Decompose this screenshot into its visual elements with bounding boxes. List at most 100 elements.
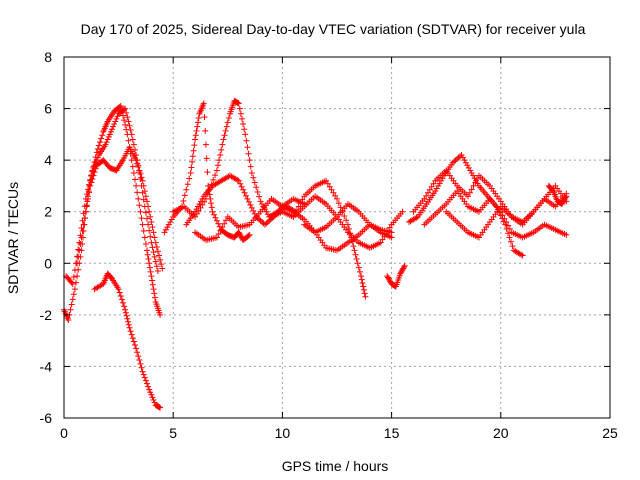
data-point — [266, 217, 273, 224]
data-point — [145, 383, 152, 390]
data-point — [356, 268, 363, 275]
data-point — [471, 175, 478, 182]
data-point — [400, 265, 407, 272]
data-point — [136, 202, 143, 209]
data-point — [150, 249, 157, 256]
data-point — [130, 338, 137, 345]
data-point — [212, 172, 219, 179]
data-point — [216, 157, 223, 164]
data-point — [362, 293, 369, 300]
data-point — [157, 404, 164, 411]
data-point — [151, 234, 158, 241]
data-point — [154, 248, 161, 255]
data-point — [121, 303, 128, 310]
data-point — [161, 229, 168, 236]
data-point — [202, 141, 209, 148]
data-point — [560, 198, 567, 205]
data-point — [462, 159, 469, 166]
data-point — [215, 220, 222, 227]
data-point — [113, 115, 120, 122]
data-point — [332, 192, 339, 199]
data-point — [76, 239, 83, 246]
data-point — [299, 196, 306, 203]
data-point — [78, 234, 85, 241]
data-point — [200, 100, 207, 107]
data-point — [119, 299, 126, 306]
data-point — [203, 155, 210, 162]
data-point — [125, 321, 132, 328]
data-point — [148, 219, 155, 226]
data-point — [238, 183, 245, 190]
data-point — [93, 157, 100, 164]
data-point — [126, 122, 133, 129]
data-point — [103, 139, 110, 146]
data-point — [384, 227, 391, 234]
data-point — [386, 277, 393, 284]
data-point — [208, 204, 215, 211]
data-point — [157, 311, 164, 318]
data-point — [214, 162, 221, 169]
data-point — [519, 252, 526, 259]
data-point — [121, 117, 128, 124]
data-point — [220, 136, 227, 143]
data-point — [145, 203, 152, 210]
data-point — [257, 198, 264, 205]
data-point — [335, 200, 342, 207]
data-point — [344, 221, 351, 228]
data-point — [237, 110, 244, 117]
data-point — [466, 189, 473, 196]
data-point — [217, 227, 224, 234]
data-point — [238, 115, 245, 122]
data-point — [235, 100, 242, 107]
data-point — [337, 204, 344, 211]
data-point — [384, 274, 391, 281]
data-point — [386, 224, 393, 231]
data-point — [196, 200, 203, 207]
data-point — [251, 179, 258, 186]
data-point — [74, 260, 81, 267]
data-point — [209, 208, 216, 215]
data-point — [140, 196, 147, 203]
data-point — [222, 127, 229, 134]
data-point — [505, 230, 512, 237]
data-point — [257, 217, 264, 224]
data-point — [224, 119, 231, 126]
data-point — [138, 174, 145, 181]
data-point — [167, 219, 174, 226]
data-point — [110, 123, 117, 130]
grid — [64, 57, 610, 418]
data-point — [398, 269, 405, 276]
data-point — [385, 275, 392, 282]
y-tick-label: 6 — [44, 101, 52, 117]
data-point — [204, 169, 211, 176]
data-point — [267, 216, 274, 223]
data-point — [114, 113, 121, 120]
data-point — [358, 276, 365, 283]
data-point — [563, 231, 570, 238]
x-tick-label: 5 — [169, 425, 177, 441]
data-point — [127, 127, 134, 134]
data-point — [140, 182, 147, 189]
data-point — [141, 234, 148, 241]
data-point — [149, 281, 156, 288]
data-point — [192, 136, 199, 143]
data-point — [149, 224, 156, 231]
data-point — [451, 158, 458, 165]
data-point — [80, 221, 87, 228]
data-point — [558, 200, 565, 207]
series-track-1 — [61, 102, 164, 324]
data-point — [518, 251, 525, 258]
data-point — [351, 247, 358, 254]
data-point — [210, 211, 217, 218]
data-point — [143, 198, 150, 205]
data-point — [559, 199, 566, 206]
data-point — [263, 208, 270, 215]
data-point — [141, 374, 148, 381]
data-point — [346, 225, 353, 232]
data-point — [435, 182, 442, 189]
data-point — [197, 204, 204, 211]
data-point — [159, 265, 166, 272]
data-point — [131, 176, 138, 183]
data-point — [154, 268, 161, 275]
data-point — [68, 279, 75, 286]
